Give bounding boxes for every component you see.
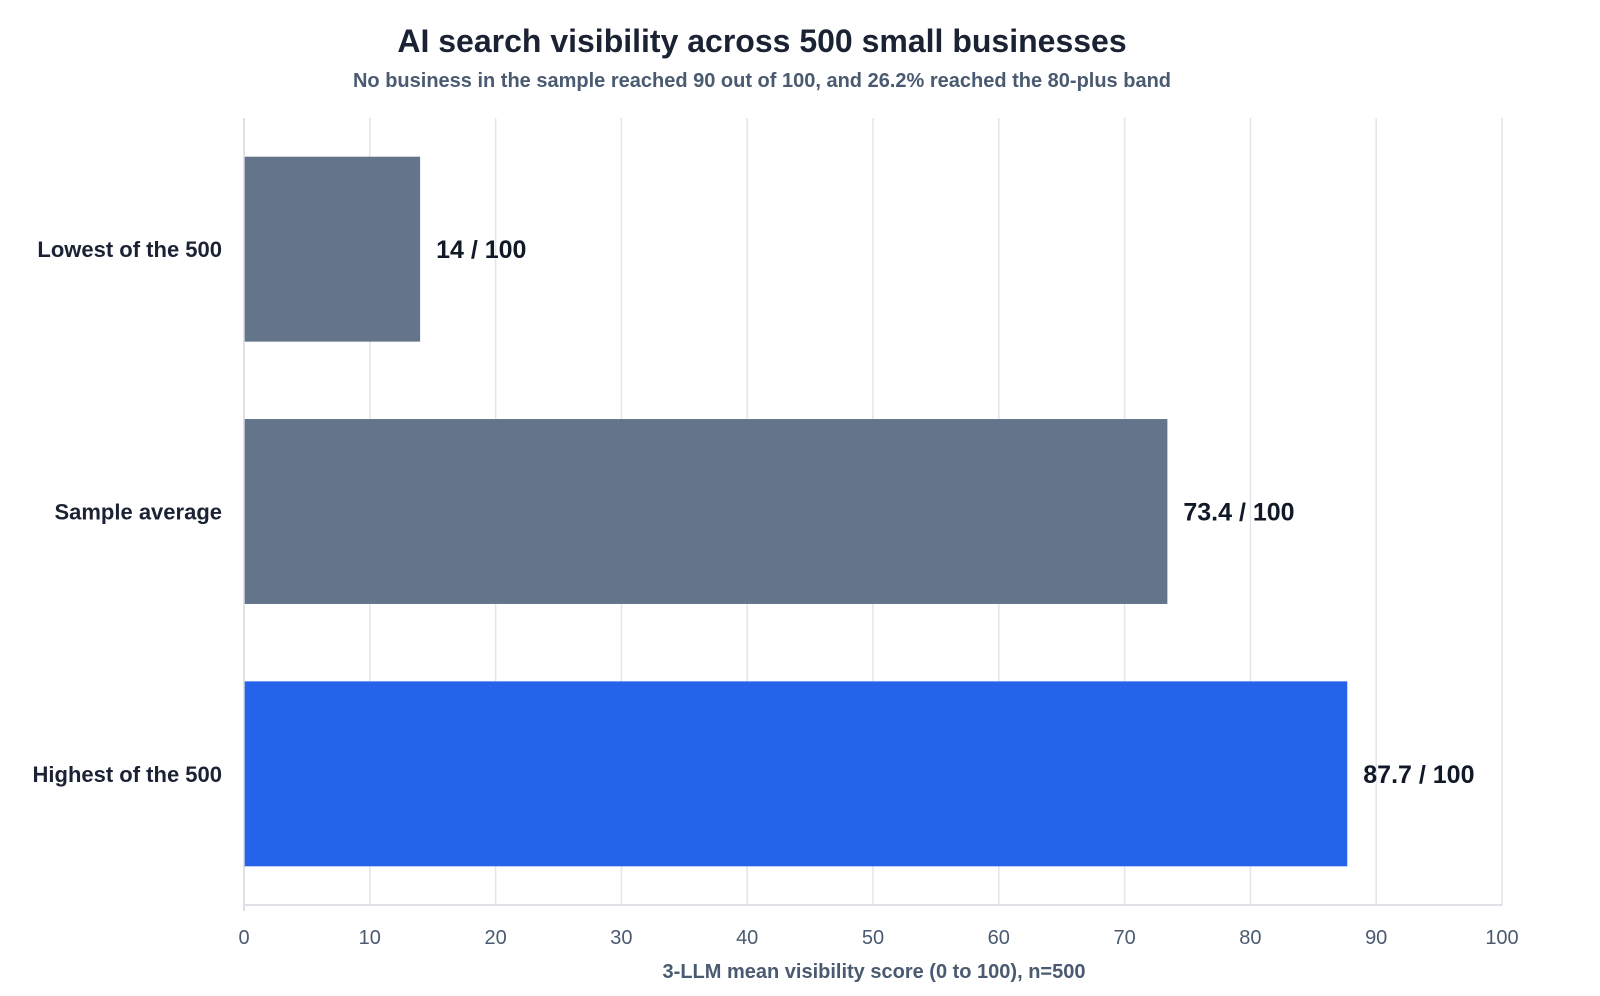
- x-axis-title: 3-LLM mean visibility score (0 to 100), …: [663, 961, 1086, 983]
- bar-value-label: 73.4 / 100: [1183, 499, 1294, 527]
- chart-subtitle: No business in the sample reached 90 out…: [353, 70, 1171, 92]
- x-tick-label: 50: [862, 927, 884, 949]
- x-tick-label: 80: [1239, 927, 1261, 949]
- bar-value-label: 14 / 100: [436, 236, 526, 264]
- category-label: Lowest of the 500: [37, 237, 222, 262]
- x-tick-label: 20: [484, 927, 506, 949]
- x-tick-label: 40: [736, 927, 758, 949]
- x-tick-label: 0: [238, 927, 249, 949]
- chart-title: AI search visibility across 500 small bu…: [397, 23, 1126, 59]
- x-tick-label: 70: [1113, 927, 1135, 949]
- category-label: Sample average: [54, 500, 222, 525]
- category-label: Highest of the 500: [33, 762, 222, 787]
- bars: Lowest of the 500 14 / 100 Sample average 7…: [33, 156, 1474, 867]
- x-tick-label: 90: [1365, 927, 1387, 949]
- bar-value-label: 87.7 / 100: [1363, 761, 1474, 789]
- x-tick-label: 30: [610, 927, 632, 949]
- bar: [244, 681, 1348, 867]
- x-tick-label: 10: [359, 927, 381, 949]
- x-tick-label: 100: [1485, 927, 1518, 949]
- bar: [244, 419, 1168, 604]
- x-tick-label: 60: [988, 927, 1010, 949]
- bar: [244, 156, 421, 342]
- x-axis: 0 10 20 30 40 50 60 70 80 90 100: [238, 118, 1519, 949]
